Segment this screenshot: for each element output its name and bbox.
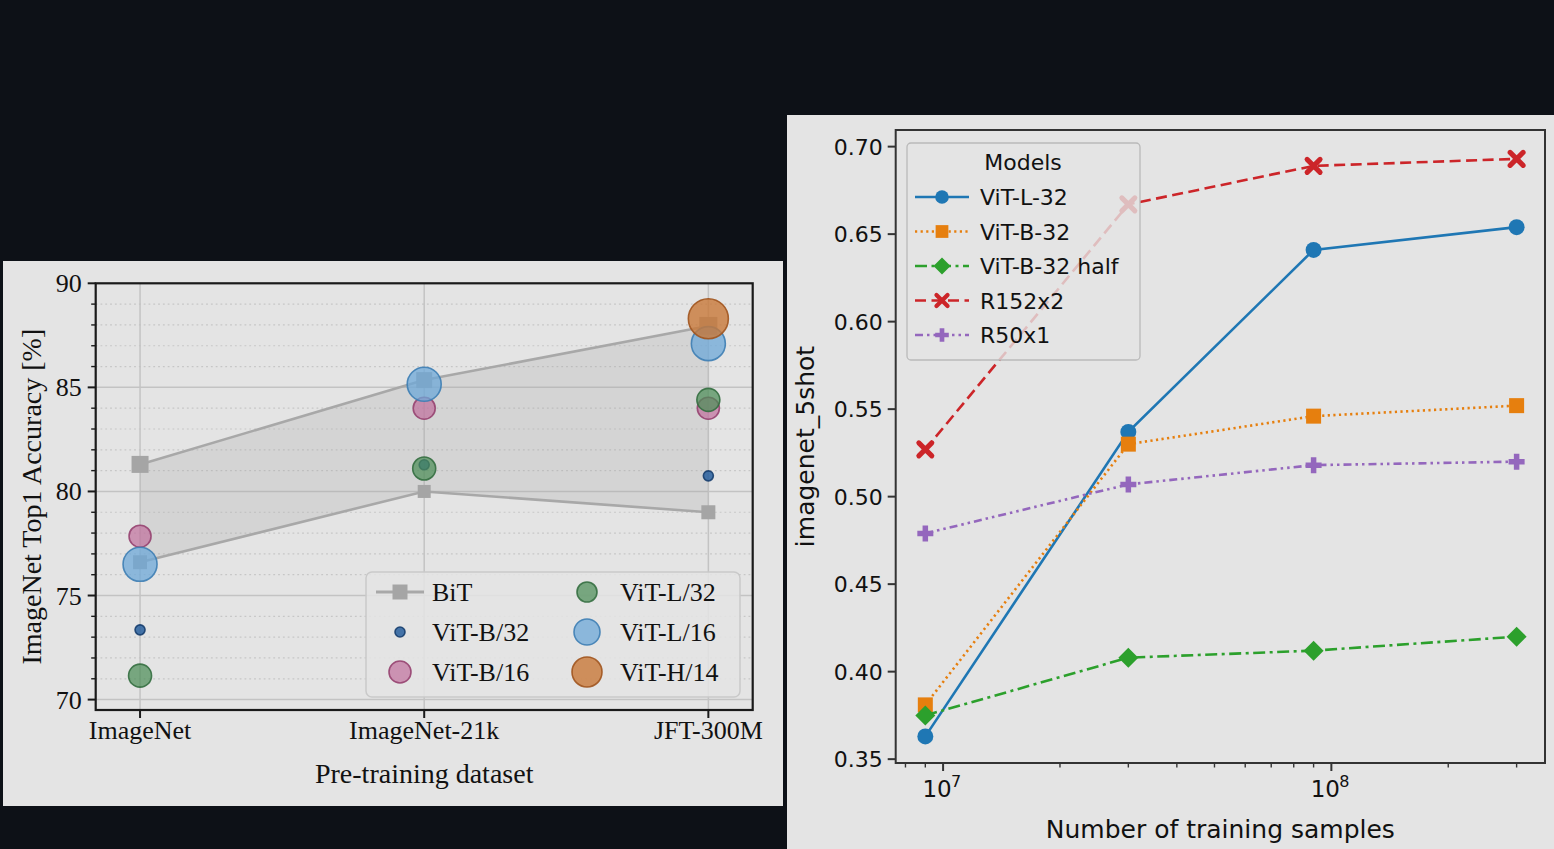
legend-bit-marker [393,585,408,600]
left-ytick-label: 90 [56,269,82,298]
right-legend-label: R50x1 [980,323,1050,348]
pretraining-accuracy-chart: 70 75 80 85 90 ImageNet ImageNet-21k JFT-300M Pr… [3,261,783,806]
page: { "page": {"background": "#0d1117", "fig… [0,0,1554,849]
right-xtick-label: 10 [922,776,951,802]
fewshot-training-samples-chart: 0.350.400.450.500.550.600.650.70107108Nu… [787,115,1554,849]
right-ytick-label: 0.50 [834,485,883,510]
left-ytick-label: 80 [56,477,82,506]
legend-label-bit: BiT [432,578,473,607]
right-legend-label: ViT-B-32 half [980,254,1120,279]
left-legend: BiT ViT-B/32 ViT-B/16 ViT-L/32 ViT-L/16 ViT-H… [366,572,740,697]
bit-marker [132,456,149,473]
series-vit-h-14 [688,299,728,339]
right-ytick-label: 0.55 [834,397,883,422]
right-legend-label: R152x2 [980,289,1064,314]
left-yaxis-title: ImageNet Top1 Accuracy [%] [16,329,47,665]
right-axis-labels: 0.350.400.450.500.550.600.650.70107108Nu… [791,135,1517,844]
legend-label: ViT-H/14 [620,658,719,687]
right-legend-title: Models [984,150,1062,175]
right-legend: Models ViT-L-32 ViT-B-32 ViT-B-32 half R152x… [907,143,1140,360]
right-chart-svg: 0.350.400.450.500.550.600.650.70107108Nu… [787,115,1554,849]
left-ytick-label: 75 [56,582,82,611]
right-ytick-label: 0.60 [834,310,883,335]
left-ytick-label: 70 [56,686,82,715]
legend-marker [395,627,405,637]
legend-label: ViT-B/16 [432,658,529,687]
right-ytick-label: 0.35 [834,747,883,772]
right-ytick-label: 0.65 [834,222,883,247]
right-xtick-exponent: 7 [951,772,961,791]
left-xtick-label: ImageNet [89,716,192,745]
legend-label: ViT-L/16 [620,618,716,647]
bit-marker [418,485,431,498]
series-r50x1 [917,454,1524,542]
right-legend-label: ViT-B-32 [980,220,1070,245]
right-ytick-label: 0.70 [834,135,883,160]
bit-marker [701,505,715,519]
right-yaxis-title: imagenet_5shot [791,346,820,547]
right-xaxis-title: Number of training samples [1046,815,1395,844]
legend-marker [389,661,411,683]
left-xaxis-title: Pre-training dataset [315,758,534,789]
left-xtick-label: JFT-300M [654,716,763,745]
legend-label: ViT-B/32 [432,618,529,647]
legend-label: ViT-L/32 [620,578,716,607]
right-ytick-label: 0.40 [834,660,883,685]
series-vit-b-32-half [915,627,1526,726]
legend-marker [572,657,602,687]
right-xtick-exponent: 8 [1339,772,1349,791]
left-xtick-label: ImageNet-21k [349,716,499,745]
left-chart-svg: 70 75 80 85 90 ImageNet ImageNet-21k JFT-300M Pr… [3,261,783,806]
right-legend-label: ViT-L-32 [980,185,1068,210]
left-ytick-label: 85 [56,373,82,402]
legend-marker [577,582,597,602]
legend-marker [574,619,600,645]
right-ytick-label: 0.45 [834,572,883,597]
series-vit-b-32 [918,398,1524,712]
right-xtick-label: 10 [1311,776,1340,802]
